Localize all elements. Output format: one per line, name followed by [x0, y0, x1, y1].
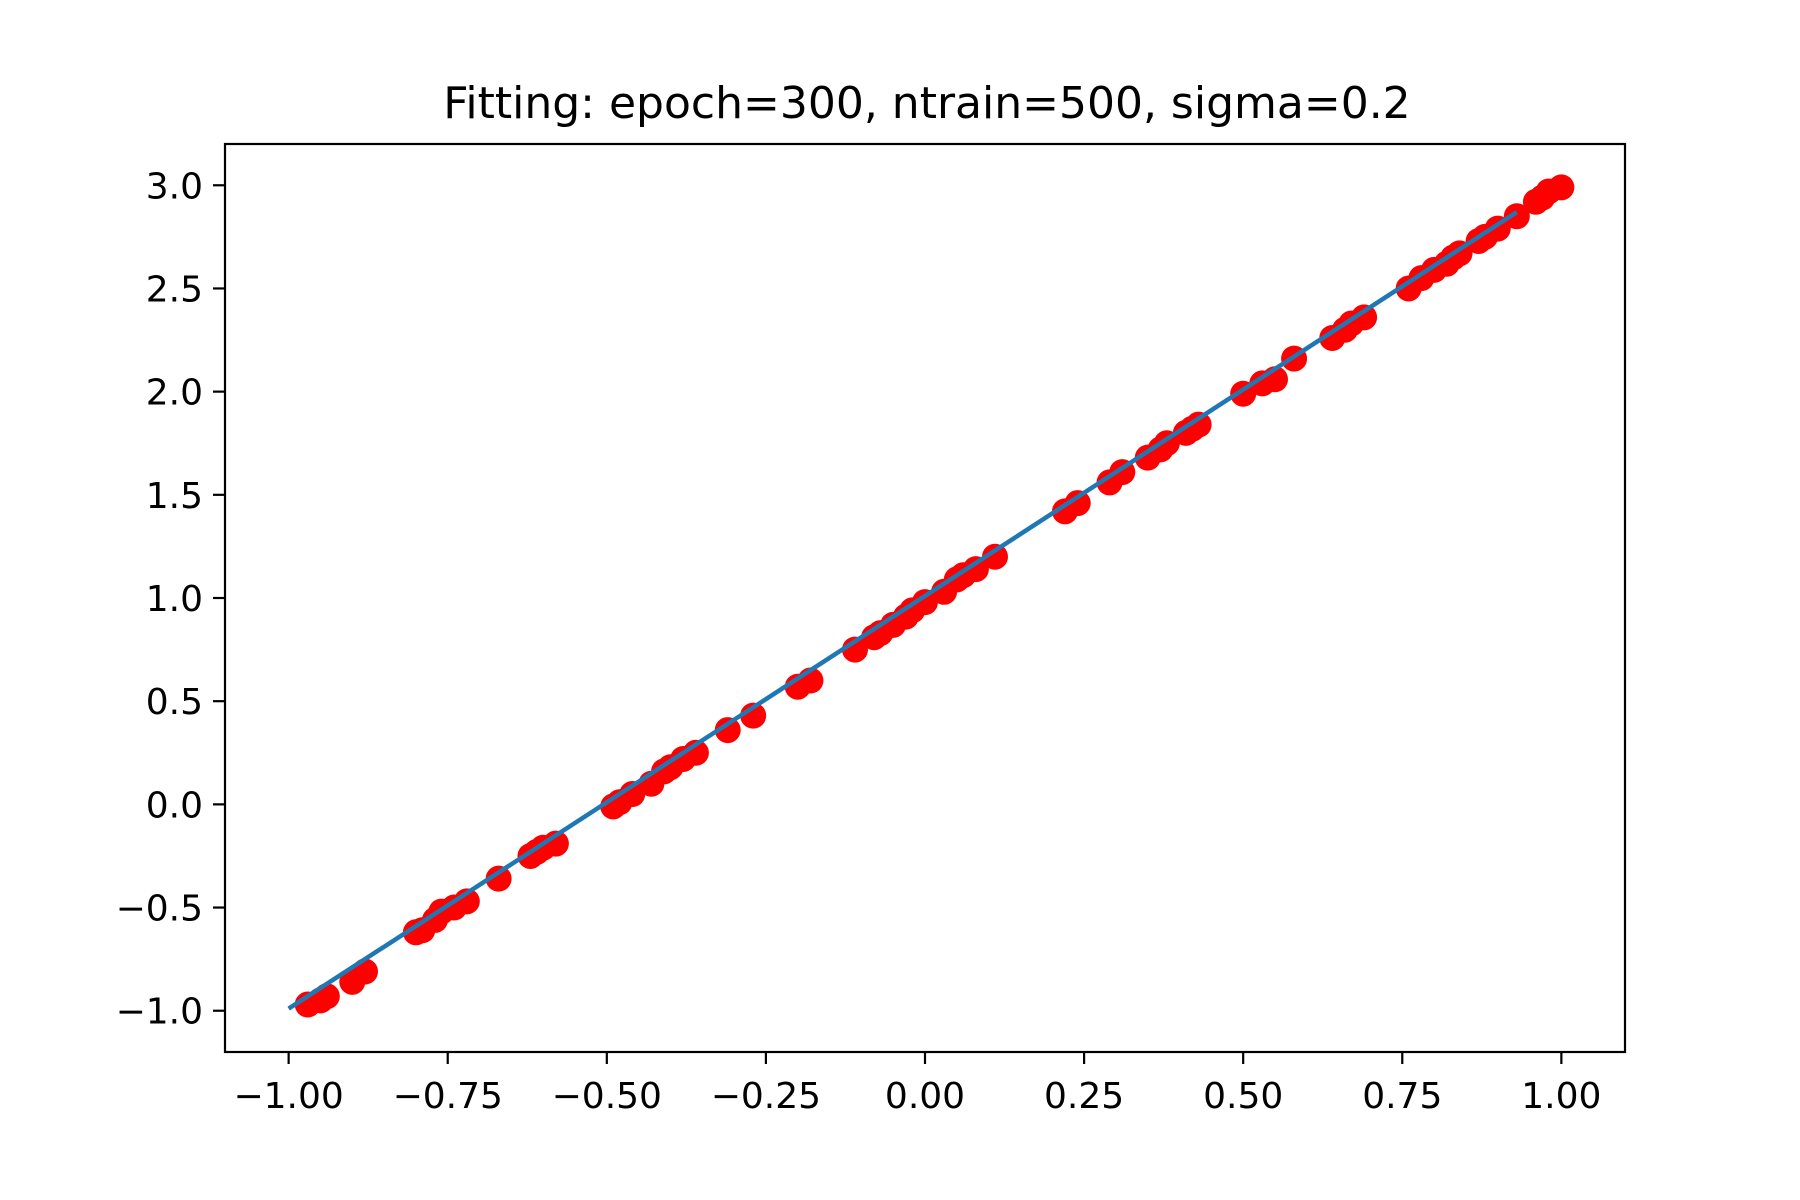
- scatter-point: [485, 865, 512, 892]
- x-tick-label: −1.00: [233, 1076, 343, 1117]
- scatter-point: [1503, 203, 1530, 230]
- y-tick-label: −0.5: [116, 889, 203, 930]
- y-tick-label: 0.5: [146, 682, 203, 723]
- x-axis: −1.00 −0.75 −0.50 −0.25 0.00 0.25 0.50 0.75 1.00: [233, 1052, 1601, 1117]
- scatter-point: [1548, 174, 1575, 201]
- y-tick-label: 1.5: [146, 476, 203, 517]
- scatter-point: [714, 717, 741, 744]
- y-tick-label: 0.0: [146, 785, 203, 826]
- chart-title: Fitting: epoch=300, ntrain=500, sigma=0.…: [443, 78, 1410, 129]
- y-tick-label: 2.0: [146, 373, 203, 414]
- x-tick-label: 0.75: [1362, 1076, 1442, 1117]
- y-axis: −1.0 −0.5 0.0 0.5 1.0 1.5 2.0 2.5 3.0: [116, 166, 225, 1033]
- y-tick-label: 2.5: [146, 269, 203, 310]
- scatter-point: [1185, 411, 1212, 438]
- scatter-point: [962, 556, 989, 583]
- scatter-point: [912, 589, 938, 616]
- x-tick-label: −0.75: [393, 1076, 503, 1117]
- x-tick-label: 1.00: [1521, 1076, 1601, 1117]
- y-tick-label: −1.0: [116, 992, 203, 1033]
- x-tick-label: 0.50: [1203, 1076, 1283, 1117]
- x-tick-label: −0.25: [711, 1076, 821, 1117]
- y-tick-label: 3.0: [146, 166, 203, 207]
- x-tick-label: 0.25: [1044, 1076, 1124, 1117]
- fit-line: [287, 210, 1519, 1011]
- x-tick-label: 0.00: [885, 1076, 965, 1117]
- scatter-point: [982, 543, 1008, 570]
- scatter-point: [1351, 304, 1378, 331]
- scatter-point: [1064, 490, 1091, 517]
- x-tick-label: −0.50: [552, 1076, 662, 1117]
- y-tick-label: 1.0: [146, 579, 203, 620]
- fit-line-path: [287, 210, 1519, 1011]
